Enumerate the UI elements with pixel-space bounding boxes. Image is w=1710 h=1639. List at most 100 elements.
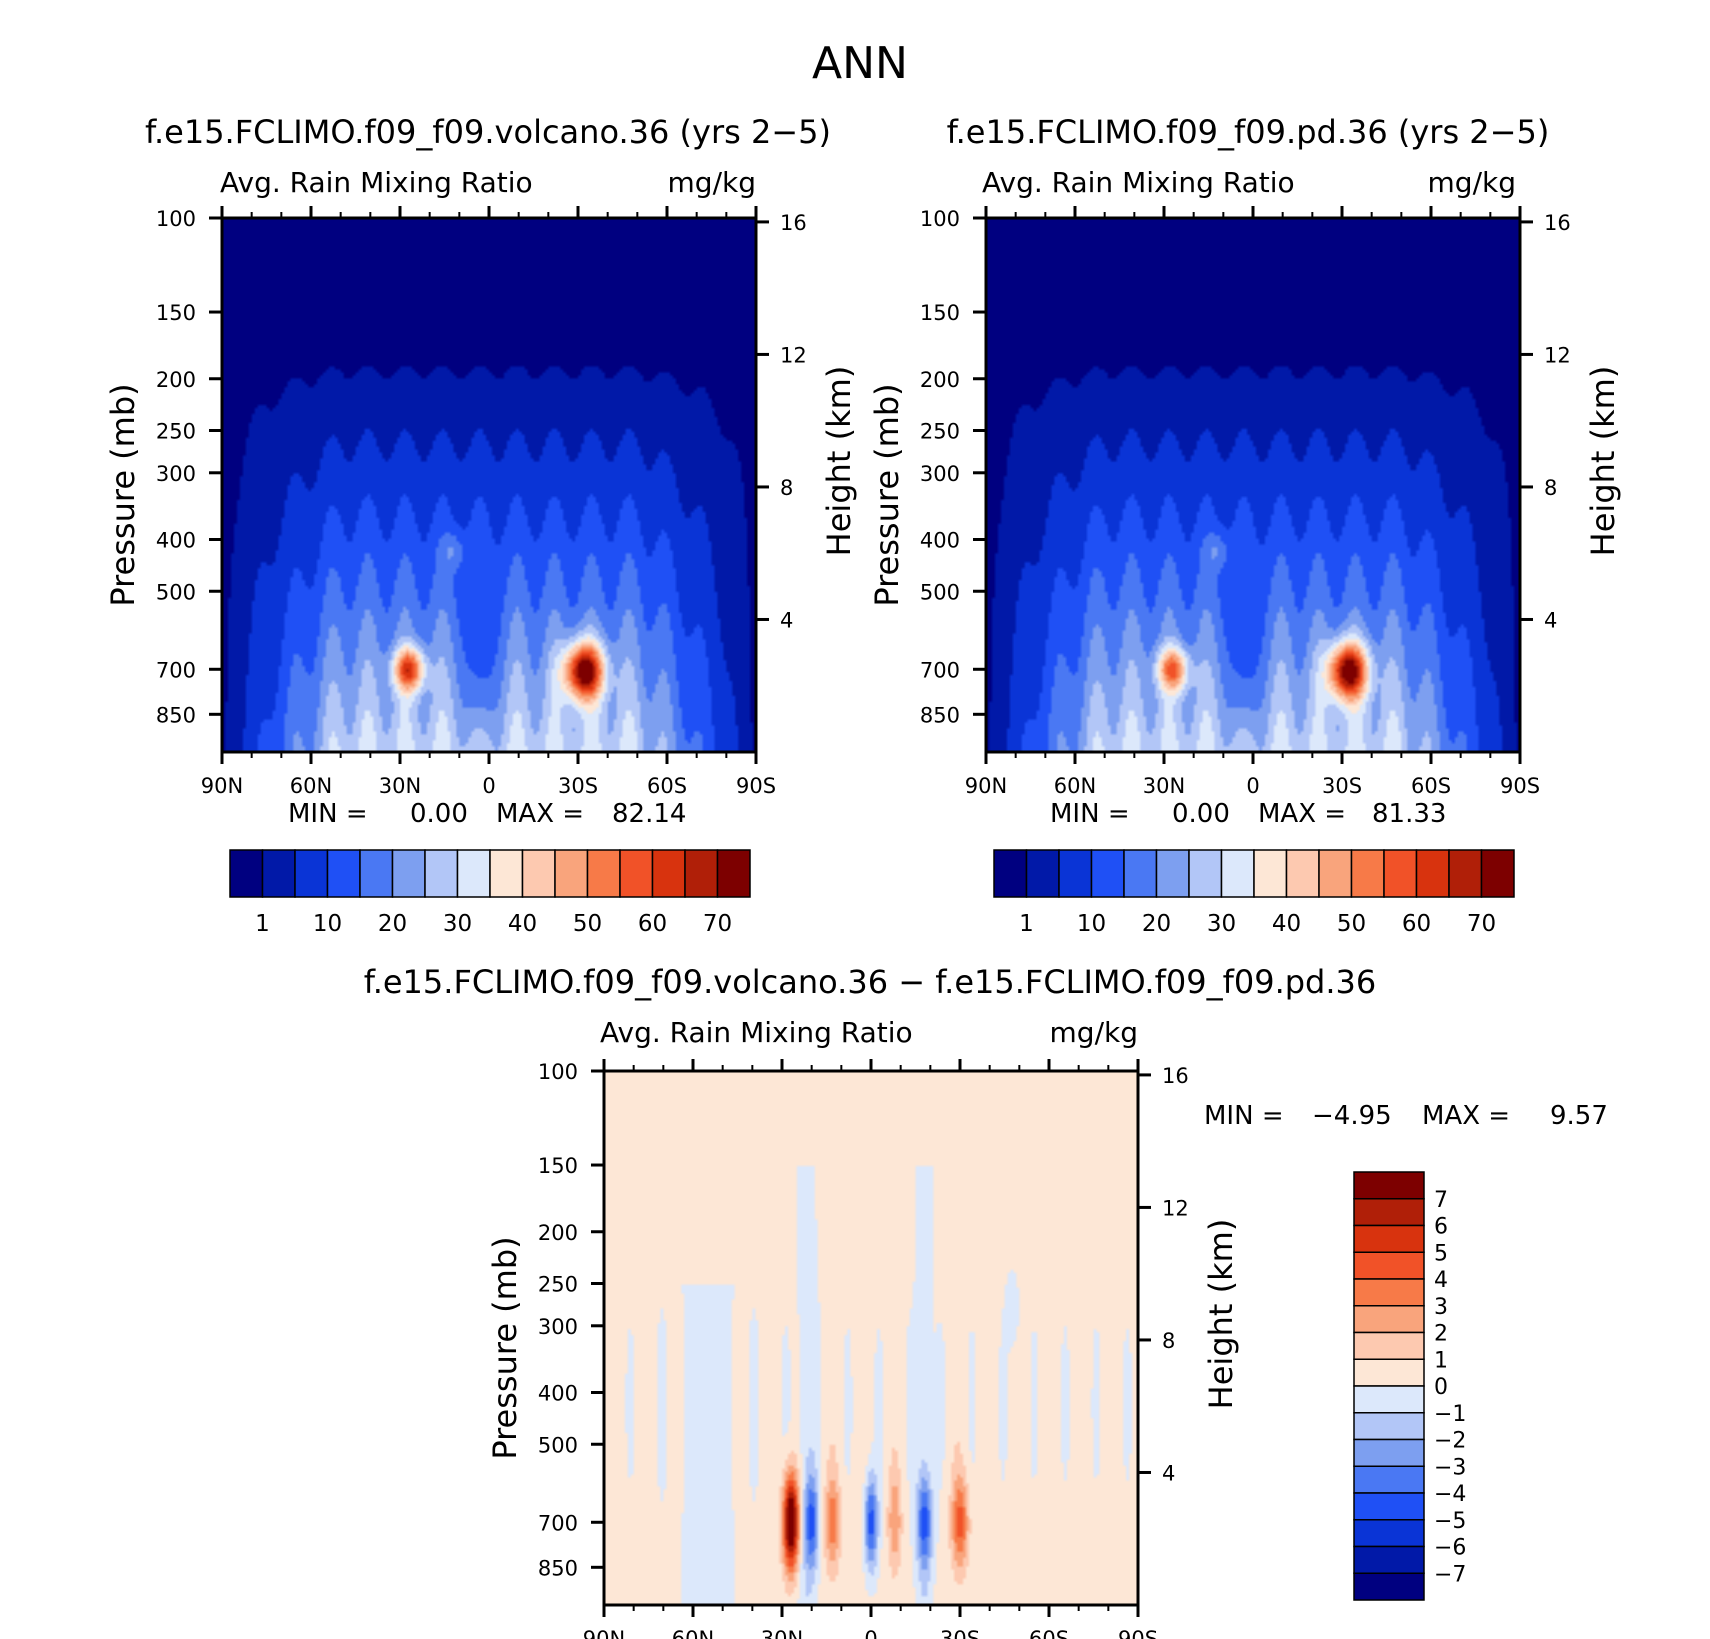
y2-tick-label: 8 (1162, 1329, 1175, 1353)
colorbar-box (993, 849, 1028, 898)
colorbar-box (1350, 849, 1385, 898)
y2-tick-label: 4 (1544, 608, 1557, 632)
colorbar-label: −5 (1434, 1509, 1466, 1534)
colorbar-label: 30 (1207, 911, 1236, 937)
colorbar-box (456, 849, 491, 898)
contour-field (986, 218, 1520, 752)
x-tick-label: 30N (379, 774, 421, 798)
y-tick-label: 500 (156, 580, 196, 604)
contour-field (222, 218, 756, 752)
colorbar-box (359, 849, 394, 898)
colorbar-label: 40 (1272, 911, 1301, 937)
colorbar-label: 20 (378, 911, 407, 937)
colorbar-box (424, 849, 459, 898)
x-tick-label: 30S (940, 1627, 980, 1639)
colorbar-label: −7 (1434, 1562, 1466, 1587)
max-label: MAX = (1258, 799, 1346, 829)
y-tick-label: 150 (920, 301, 960, 325)
x-tick-label: 60N (672, 1627, 714, 1639)
colorbar-label: 60 (1402, 911, 1431, 937)
colorbar-box (1415, 849, 1450, 898)
y-tick-label: 300 (538, 1315, 578, 1339)
colorbar-box (1353, 1171, 1425, 1200)
colorbar-box (1448, 849, 1483, 898)
y-tick-label: 700 (538, 1511, 578, 1535)
panel-title: f.e15.FCLIMO.f09_f09.pd.36 (yrs 2−5) (947, 113, 1550, 151)
left-string: Avg. Rain Mixing Ratio (220, 166, 533, 199)
left-string: Avg. Rain Mixing Ratio (982, 166, 1295, 199)
colorbar-box (1253, 849, 1288, 898)
colorbar-box (1123, 849, 1158, 898)
y-tick-label: 250 (920, 419, 960, 443)
x-tick-label: 90N (201, 774, 243, 798)
colorbar-box (1090, 849, 1125, 898)
right-string: mg/kg (668, 166, 756, 199)
y-tick-label: 200 (920, 368, 960, 392)
colorbar-label: 50 (1337, 911, 1366, 937)
x-tick-label: 0 (482, 774, 495, 798)
y-axis-label: Pressure (mb) (104, 383, 142, 606)
colorbar-label: −6 (1434, 1536, 1466, 1561)
x-tick-label: 0 (864, 1627, 877, 1639)
colorbar-label: −1 (1434, 1402, 1466, 1427)
max-value: 81.33 (1372, 799, 1446, 829)
x-tick-label: 60N (290, 774, 332, 798)
y-tick-label: 400 (156, 529, 196, 553)
colorbar-label: 1 (1019, 911, 1034, 937)
x-tick-label: 30S (1322, 774, 1362, 798)
panel-pd: f.e15.FCLIMO.f09_f09.pd.36 (yrs 2−5) Avg… (947, 113, 1550, 829)
colorbar-box (229, 849, 264, 898)
right-string: mg/kg (1428, 166, 1516, 199)
y-tick-label: 400 (538, 1382, 578, 1406)
max-label: MAX = (1422, 1101, 1510, 1131)
colorbar-label: 5 (1434, 1241, 1448, 1266)
x-tick-label: 60S (647, 774, 687, 798)
colorbar-label: 4 (1434, 1268, 1448, 1293)
plot-axes: 90N 60N 30N 0 30S 60S 90S 100 150 200 250 300 400 500… (868, 206, 1622, 798)
colorbar-box (1025, 849, 1060, 898)
y-axis-label: Pressure (mb) (486, 1236, 524, 1459)
y-tick-label: 100 (920, 207, 960, 231)
y-tick-label: 700 (920, 658, 960, 682)
y-tick-label: 500 (920, 580, 960, 604)
x-tick-label: 60N (1054, 774, 1096, 798)
right-string: mg/kg (1050, 1016, 1138, 1049)
plot-axes: 90N 60N 30N 0 30S 60S 90S 100 150 200 250 300 400 500… (104, 206, 858, 798)
colorbar-label: 10 (313, 911, 342, 937)
y-tick-label: 300 (920, 462, 960, 486)
colorbar-box (1480, 849, 1515, 898)
colorbar-box (1353, 1198, 1425, 1227)
colorbar-box (1285, 849, 1320, 898)
colorbar-box (1353, 1331, 1425, 1360)
x-tick-label: 90S (1118, 1627, 1158, 1639)
y-tick-label: 100 (538, 1060, 578, 1084)
colorbar-box (294, 849, 329, 898)
colorbar-label: 6 (1434, 1215, 1448, 1240)
colorbar-label: 2 (1434, 1322, 1448, 1347)
colorbar-box (1353, 1278, 1425, 1307)
colorbar-box (651, 849, 686, 898)
colorbar-box (1353, 1572, 1425, 1601)
colorbar-box (326, 849, 361, 898)
colorbar-box (1353, 1251, 1425, 1280)
colorbar-box (1383, 849, 1418, 898)
y-axis-label: Pressure (mb) (868, 383, 906, 606)
colorbar-box (619, 849, 654, 898)
colorbar-label: 7 (1434, 1188, 1448, 1213)
y-tick-label: 250 (156, 419, 196, 443)
max-label: MAX = (496, 799, 584, 829)
colorbar-box (521, 849, 556, 898)
y2-tick-label: 16 (780, 211, 807, 235)
x-tick-label: 90S (1500, 774, 1540, 798)
y-tick-label: 200 (538, 1221, 578, 1245)
colorbar-box (1220, 849, 1255, 898)
min-value: 0.00 (410, 799, 468, 829)
colorbar-box (1353, 1412, 1425, 1441)
colorbar-box (1353, 1305, 1425, 1334)
y-tick-label: 300 (156, 462, 196, 486)
colorbar-label: 1 (1434, 1348, 1448, 1373)
panel-diff: f.e15.FCLIMO.f09_f09.volcano.36 − f.e15.… (364, 963, 1608, 1131)
colorbar-label: 3 (1434, 1295, 1448, 1320)
x-tick-label: 0 (1246, 774, 1259, 798)
